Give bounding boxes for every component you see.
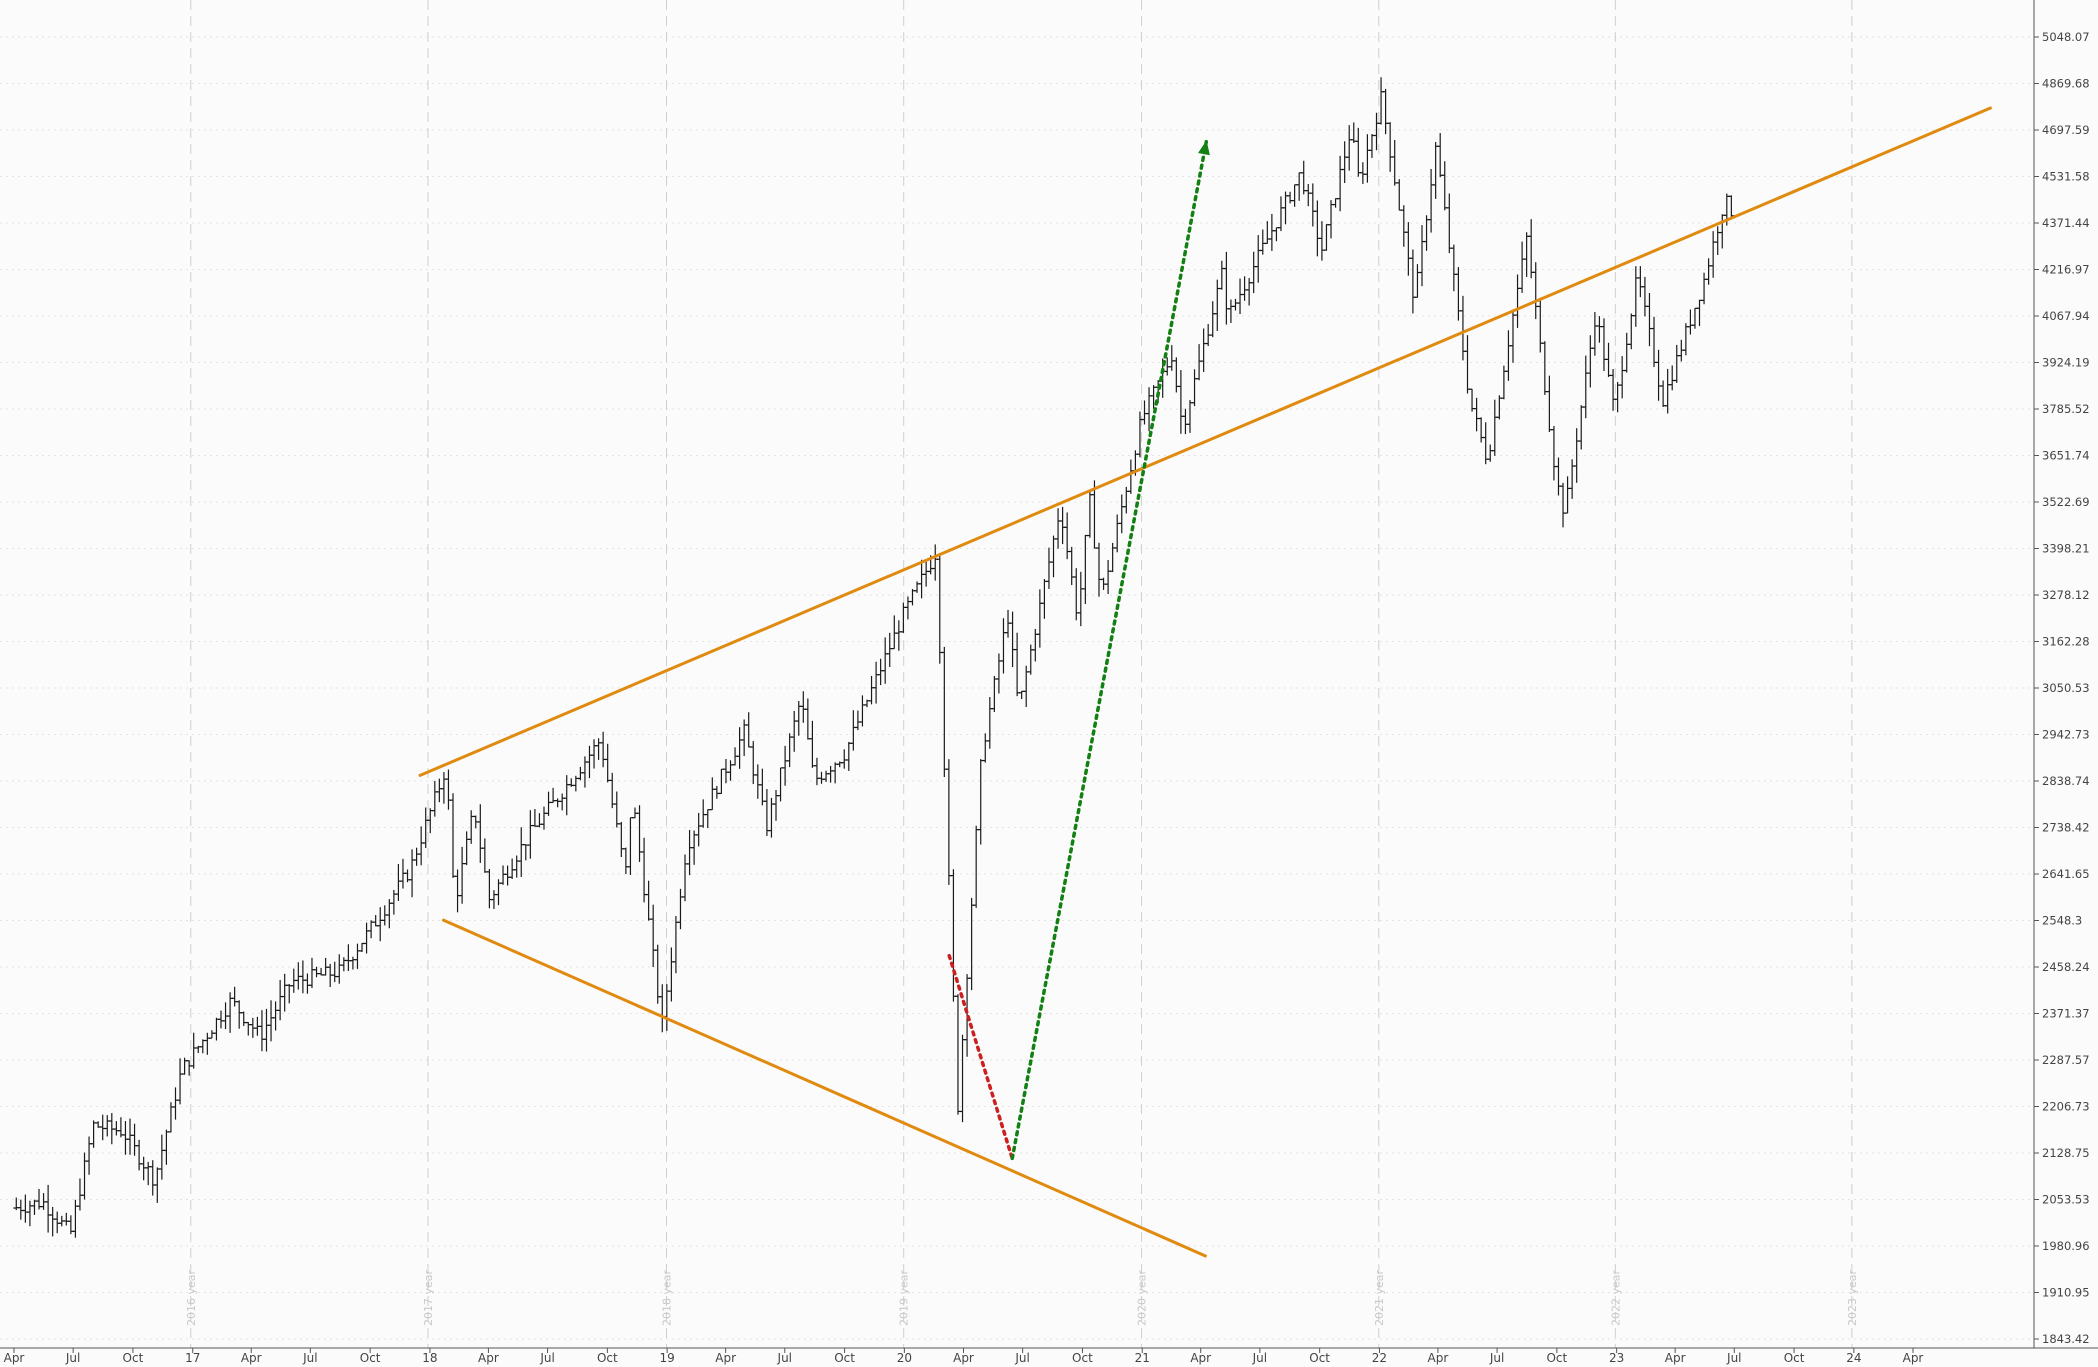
price-tick-label: 3785.52 (2042, 402, 2090, 416)
year-marker-label: 2016 year (185, 1269, 198, 1326)
price-tick-label: 2738.42 (2042, 820, 2090, 834)
price-tick-label: 4531.58 (2042, 170, 2090, 184)
time-tick-label: 23 (1609, 1351, 1624, 1365)
time-axis: Apr Jul Oct 17 Apr Jul Oct 18 Apr Jul Oct 19 Apr Jul O… (4, 1348, 1924, 1365)
time-tick-label: 19 (660, 1351, 675, 1365)
dotted-line-drop (947, 953, 1014, 1161)
time-tick-label: Apr (1428, 1351, 1449, 1365)
time-tick-label: Jul (1726, 1351, 1741, 1365)
price-tick-label: 2206.73 (2042, 1100, 2090, 1114)
time-tick-label: 24 (1846, 1351, 1861, 1365)
price-tick-label: 4216.97 (2042, 262, 2090, 276)
year-marker-label: 2019 year (898, 1269, 911, 1326)
time-tick-label: Apr (953, 1351, 974, 1365)
dotted-arrow-projection (1010, 138, 1209, 1161)
price-tick-label: 5048.07 (2042, 30, 2090, 44)
trendline-lower (441, 918, 1208, 1258)
time-tick-label: Jul (65, 1351, 80, 1365)
time-tick-label: Oct (834, 1351, 855, 1365)
year-marker-labels: 2016 year 2017 year 2018 year 2019 year 2020… (185, 1269, 1859, 1326)
time-tick-label: Oct (1072, 1351, 1093, 1365)
price-tick-label: 2548.3 (2042, 913, 2082, 927)
time-tick-label: 17 (185, 1351, 200, 1365)
year-marker-label: 2021 year (1373, 1269, 1386, 1326)
time-tick-label: Oct (1546, 1351, 1567, 1365)
price-tick-label: 4697.59 (2042, 123, 2090, 137)
time-tick-label: Apr (715, 1351, 736, 1365)
time-tick-label: Apr (1190, 1351, 1211, 1365)
price-tick-label: 3398.21 (2042, 541, 2090, 555)
price-tick-label: 3162.28 (2042, 634, 2090, 648)
time-tick-label: Apr (1903, 1351, 1924, 1365)
price-tick-label: 1980.96 (2042, 1239, 2090, 1253)
arrowhead-projection (1198, 140, 1210, 156)
price-tick-label: 2838.74 (2042, 774, 2090, 788)
year-marker-label: 2020 year (1136, 1269, 1149, 1326)
price-tick-label: 3278.12 (2042, 588, 2090, 602)
price-tick-label: 2641.65 (2042, 867, 2090, 881)
drawing-annotations (418, 106, 1993, 1258)
price-tick-label: 3050.53 (2042, 681, 2090, 695)
year-marker-label: 2023 year (1846, 1269, 1859, 1326)
time-tick-label: Jul (1014, 1351, 1029, 1365)
price-tick-label: 2942.73 (2042, 727, 2090, 741)
time-tick-label: Jul (777, 1351, 792, 1365)
price-tick-label: 1910.95 (2042, 1286, 2090, 1300)
vertical-gridlines (190, 0, 1853, 1348)
price-tick-label: 2371.37 (2042, 1007, 2090, 1021)
price-tick-label: 4869.68 (2042, 76, 2090, 90)
time-tick-label: 22 (1372, 1351, 1387, 1365)
time-tick-label: Apr (241, 1351, 262, 1365)
price-tick-label: 3924.19 (2042, 356, 2090, 370)
time-tick-label: Apr (4, 1351, 25, 1365)
price-tick-label: 1843.42 (2042, 1332, 2090, 1346)
year-marker-label: 2018 year (660, 1269, 673, 1326)
time-tick-label: Jul (1252, 1351, 1267, 1365)
time-tick-label: Oct (360, 1351, 381, 1365)
time-tick-label: 21 (1135, 1351, 1150, 1365)
time-tick-label: Jul (302, 1351, 317, 1365)
price-axis: 5048.07 4869.68 4697.59 4531.58 4371.44 4216.… (2034, 30, 2090, 1346)
time-tick-label: Apr (478, 1351, 499, 1365)
time-tick-label: Oct (123, 1351, 144, 1365)
price-tick-label: 2053.53 (2042, 1192, 2090, 1206)
year-marker-label: 2022 year (1609, 1269, 1622, 1326)
time-tick-label: Oct (1309, 1351, 1330, 1365)
price-tick-label: 3522.69 (2042, 495, 2090, 509)
time-tick-label: Oct (597, 1351, 618, 1365)
price-tick-label: 2287.57 (2042, 1053, 2090, 1067)
time-tick-label: 18 (422, 1351, 437, 1365)
price-tick-label: 2458.24 (2042, 960, 2090, 974)
trendline-upper (418, 106, 1993, 778)
time-tick-label: Jul (539, 1351, 554, 1365)
price-tick-label: 3651.74 (2042, 449, 2090, 463)
time-tick-label: Apr (1665, 1351, 1686, 1365)
ohlc-bars (13, 77, 1735, 1238)
price-tick-label: 2128.75 (2042, 1146, 2090, 1160)
price-tick-label: 4371.44 (2042, 216, 2090, 230)
time-tick-label: Jul (1489, 1351, 1504, 1365)
price-tick-label: 4067.94 (2042, 309, 2090, 323)
year-marker-label: 2017 year (422, 1269, 435, 1326)
time-tick-label: 20 (897, 1351, 912, 1365)
time-tick-label: Oct (1784, 1351, 1805, 1365)
